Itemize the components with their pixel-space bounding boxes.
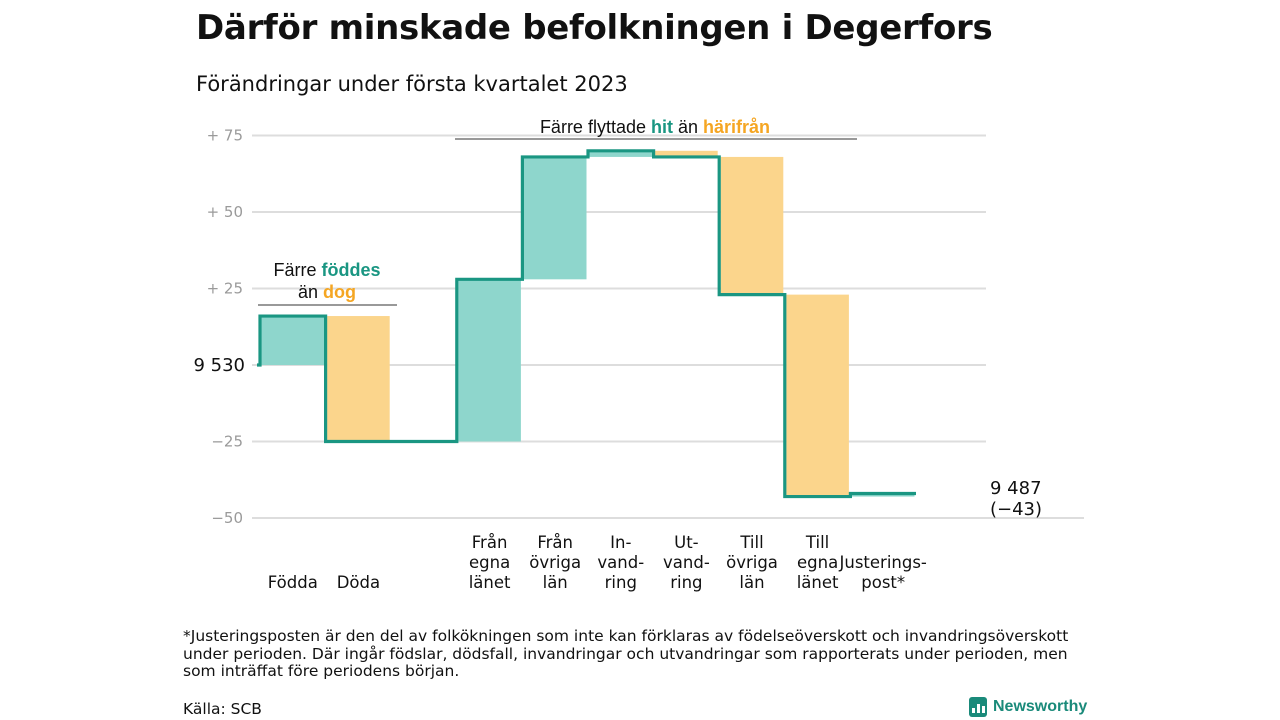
- annotation-birth-death-line1: Färre föddes: [273, 260, 380, 280]
- category-label: övriga: [726, 553, 778, 572]
- chart-title: Därför minskade befolkningen i Degerfors: [196, 8, 993, 48]
- waterfall-bar: [720, 156, 784, 295]
- category-label: län: [543, 573, 568, 592]
- category-label: län: [739, 573, 764, 592]
- category-label: In-: [610, 533, 631, 552]
- category-label: Födda: [268, 573, 318, 592]
- newsworthy-logo-text: Newsworthy: [993, 698, 1088, 715]
- newsworthy-logo-icon: [969, 697, 987, 717]
- y-tick-label: + 25: [207, 280, 243, 298]
- waterfall-bar: [327, 316, 390, 442]
- category-label: egna: [797, 553, 838, 572]
- y-tick-label: + 50: [207, 203, 243, 221]
- category-label: Från: [537, 533, 573, 552]
- category-label: post*: [861, 573, 905, 592]
- category-label: Döda: [337, 573, 380, 592]
- category-label: vand-: [597, 553, 644, 572]
- category-label: Ut-: [674, 533, 699, 552]
- end-value-label: 9 487: [990, 478, 1042, 499]
- waterfall-bar: [655, 150, 718, 157]
- waterfall-chart: + 75 + 50 + 25 −25 −50 9 530 9 487(−43) Födda Dö…: [193, 117, 1084, 592]
- category-label: ring: [605, 573, 637, 592]
- waterfall-bar: [458, 279, 521, 442]
- waterfall-bar: [261, 316, 325, 365]
- end-change-label: (−43): [990, 499, 1042, 520]
- footnote: *Justeringsposten är den del av folkökni…: [183, 627, 1069, 680]
- y-tick-label: −50: [211, 509, 243, 527]
- category-label: vand-: [663, 553, 710, 572]
- category-label: Till: [739, 533, 763, 552]
- annotation-birth-death-line2: än dog: [298, 282, 356, 302]
- y-tick-label: −25: [211, 433, 243, 451]
- annotation-migration: Färre flyttade hit än härifrån: [540, 117, 770, 137]
- category-label: Från: [472, 533, 508, 552]
- cumulative-step-line: [257, 149, 916, 499]
- category-label: egna: [469, 553, 510, 572]
- category-label: ring: [670, 573, 702, 592]
- waterfall-bar: [589, 150, 653, 157]
- waterfall-bar: [786, 294, 849, 497]
- category-label: länet: [797, 573, 839, 592]
- waterfall-bar: [523, 156, 587, 280]
- category-label: länet: [469, 573, 511, 592]
- category-label: Till: [805, 533, 829, 552]
- start-value-label: 9 530: [193, 355, 245, 376]
- source-note: Källa: SCB: [183, 700, 262, 718]
- category-label: övriga: [529, 553, 581, 572]
- category-label: Justerings-: [839, 553, 927, 572]
- y-tick-label: + 75: [207, 127, 243, 145]
- chart-subtitle: Förändringar under första kvartalet 2023: [196, 72, 628, 96]
- newsworthy-logo[interactable]: Newsworthy: [969, 697, 1087, 717]
